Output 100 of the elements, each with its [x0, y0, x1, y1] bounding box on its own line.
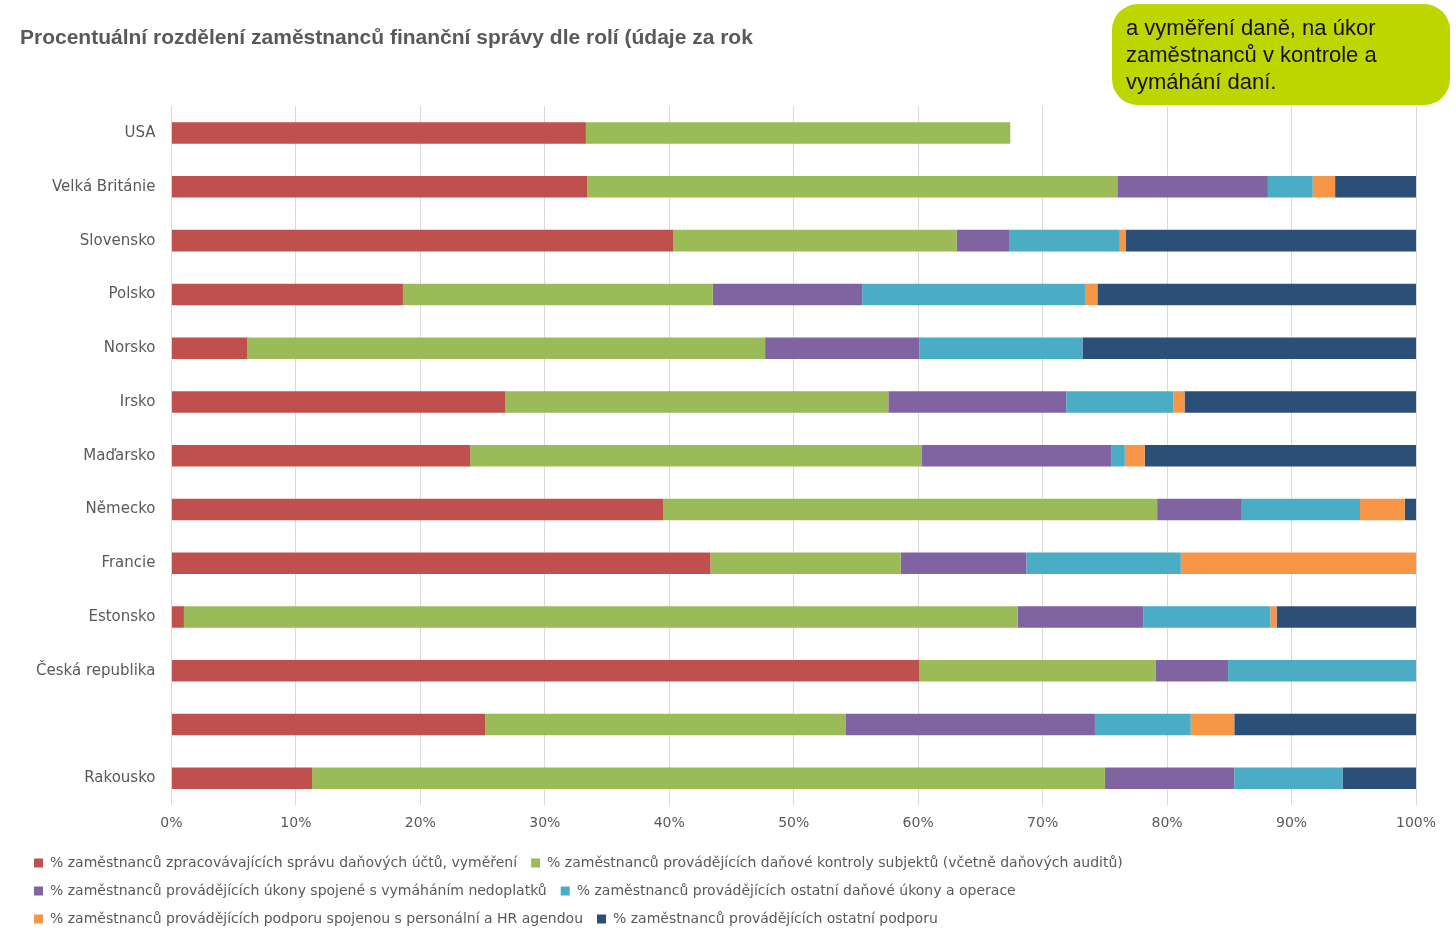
bar [1234, 713, 1416, 736]
bar [1104, 767, 1235, 790]
bar [673, 229, 957, 252]
bar [312, 767, 1105, 790]
bar [1155, 660, 1229, 682]
bar [171, 283, 403, 306]
bar [919, 337, 1083, 359]
y-tick-label: Rakousko [84, 768, 156, 787]
bar [956, 229, 1010, 252]
bar [1234, 767, 1343, 790]
bar [1097, 283, 1416, 306]
y-tick-label: Německo [85, 499, 156, 518]
bar [171, 122, 586, 144]
bar [1082, 337, 1416, 359]
bar [710, 552, 901, 574]
bar [402, 283, 713, 306]
y-tick-label: USA [124, 122, 157, 141]
bar [505, 391, 889, 413]
bar [1084, 283, 1098, 306]
bar [1228, 660, 1416, 682]
bar [171, 391, 505, 413]
y-tick-label: Norsko [103, 338, 156, 357]
y-tick-label: Francie [101, 553, 156, 572]
x-tick-label: 70% [1027, 814, 1059, 831]
y-tick-label: Estonsko [88, 606, 156, 625]
bar [1143, 606, 1271, 628]
bar [1126, 229, 1416, 252]
y-tick-label: Velká Británie [51, 176, 156, 195]
x-tick-label: 30% [529, 814, 561, 831]
bar [1094, 713, 1191, 736]
x-tick-label: 60% [902, 814, 934, 831]
bar [1360, 498, 1405, 521]
bar [1066, 391, 1174, 413]
bar [171, 337, 248, 359]
legend-label: % zaměstnanců provádějících úkony spojené s vymáháním nedoplatků [50, 881, 547, 898]
x-tick-label: 10% [280, 814, 312, 831]
bar [247, 337, 766, 359]
bar [1270, 606, 1277, 628]
bar [585, 122, 1011, 144]
bar [1241, 498, 1360, 521]
x-tick-label: 100% [1395, 814, 1437, 831]
bar [485, 713, 846, 736]
y-tick-label: Slovensko [79, 230, 156, 249]
bar [171, 229, 674, 252]
bar [171, 444, 471, 467]
x-tick-label: 90% [1275, 814, 1308, 831]
bar [1017, 606, 1144, 628]
bar [1119, 229, 1127, 252]
legend-label: % zaměstnanců zpracovávajících správu daňových účtů, vyměření [50, 853, 519, 870]
bar [171, 552, 711, 574]
bar [1173, 391, 1185, 413]
bar [171, 498, 664, 521]
bar [712, 283, 863, 306]
y-tick-label: Polsko [108, 284, 156, 303]
x-tick-label: 40% [653, 814, 685, 831]
legend-label: % zaměstnanců provádějících podporu spojenou s personální a HR agendou [50, 909, 584, 926]
bar [1144, 444, 1416, 467]
bar [765, 337, 920, 359]
text: a vyměření daně, na úkor zaměstnanců v kontrole a vymáhání daní. [1112, 4, 1450, 105]
bar [1335, 176, 1416, 198]
bar [1190, 713, 1235, 736]
chart-title: Procentuální rozdělení zaměstnanců finanční správy dle rolí (údaje za rok [20, 25, 754, 49]
bar [1124, 444, 1145, 467]
bar [171, 767, 313, 790]
bar [900, 552, 1027, 574]
bar [846, 713, 1095, 736]
bar [171, 713, 486, 736]
bar [1312, 176, 1336, 198]
bar [1180, 552, 1416, 574]
bar [587, 176, 1118, 198]
bar [862, 283, 1085, 306]
bar [1184, 391, 1416, 413]
x-tick-label: 80% [1151, 814, 1183, 831]
legend-label: % zaměstnanců provádějících ostatní podporu [613, 909, 938, 926]
bar [1009, 229, 1120, 252]
bar [470, 444, 922, 467]
bar [919, 660, 1156, 682]
x-tick-label: 50% [778, 814, 810, 831]
legend-label: % zaměstnanců provádějících daňové kontroly subjektů (včetně daňových auditů) [547, 853, 1123, 870]
x-tick-label: 20% [404, 814, 436, 831]
legend-label: % zaměstnanců provádějících ostatní daňové úkony a operace [576, 881, 1016, 898]
bar [1117, 176, 1268, 198]
bar [1026, 552, 1181, 574]
bar [1404, 498, 1416, 521]
bar [1342, 767, 1416, 790]
bar [1111, 444, 1125, 467]
y-tick-label: Česká republika [36, 659, 156, 679]
y-tick-label: Maďarsko [83, 445, 156, 464]
y-tick-label: Irsko [119, 391, 156, 410]
bar [1276, 606, 1416, 628]
bar [171, 660, 920, 682]
bar [171, 606, 184, 628]
bar [888, 391, 1067, 413]
bar [171, 176, 588, 198]
bar [1267, 176, 1313, 198]
bar [663, 498, 1158, 521]
bar [921, 444, 1112, 467]
bar [183, 606, 1018, 628]
bar [1157, 498, 1242, 521]
x-tick-label: 0% [160, 814, 183, 831]
